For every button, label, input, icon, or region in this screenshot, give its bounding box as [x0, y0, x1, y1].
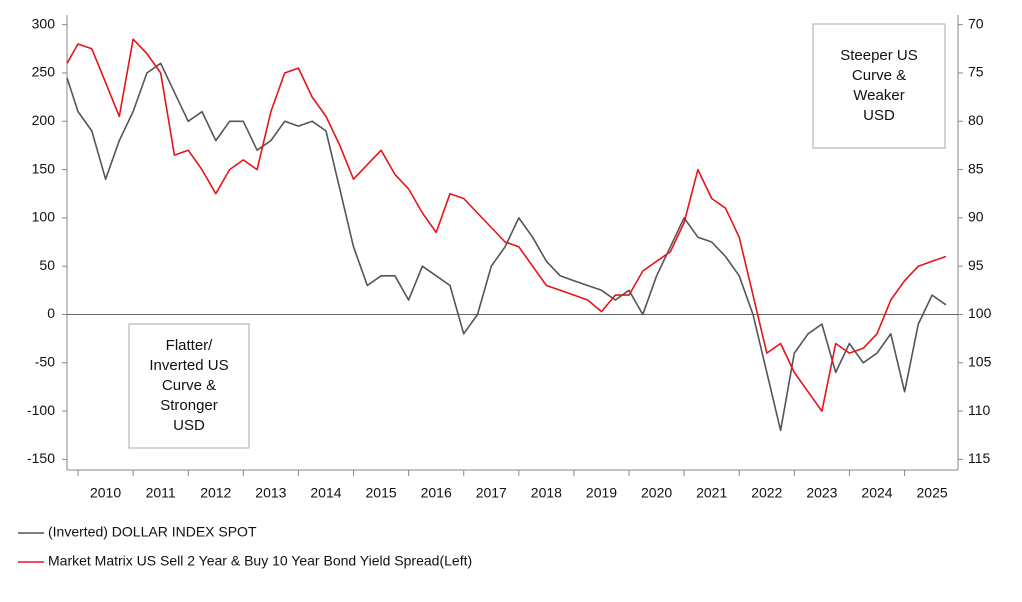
y2-tick-label: 115 [968, 450, 991, 466]
y-tick-label: 150 [32, 160, 56, 176]
x-tick-label: 2013 [255, 485, 286, 501]
y2-tick-label: 90 [968, 209, 984, 225]
annotation-text: Flatter/ [166, 337, 214, 354]
legend-label: (Inverted) DOLLAR INDEX SPOT [48, 524, 257, 540]
y2-tick-label: 80 [968, 112, 984, 128]
y2-tick-label: 110 [968, 402, 991, 418]
y2-tick-label: 95 [968, 257, 984, 273]
x-tick-label: 2018 [531, 485, 562, 501]
series-line [66, 38, 947, 412]
x-tick-label: 2024 [861, 485, 892, 501]
annotation-text: Steeper US [840, 47, 918, 64]
annotation-text: Weaker [853, 87, 904, 104]
y-tick-label: -100 [27, 402, 55, 418]
y-tick-label: 250 [32, 64, 56, 80]
annotation-box [812, 23, 946, 149]
y2-tick-label: 100 [968, 305, 992, 321]
annotation-text: Curve & [162, 377, 216, 394]
x-tick-label: 2022 [751, 485, 782, 501]
annotation-text: USD [863, 107, 895, 124]
y2-tick-label: 75 [968, 64, 984, 80]
x-tick-label: 2019 [586, 485, 617, 501]
annotation-text: USD [173, 417, 205, 434]
y2-tick-label: 70 [968, 15, 984, 31]
annotation-text: Inverted US [149, 357, 228, 374]
y-tick-label: 50 [39, 257, 55, 273]
y-tick-label: 200 [32, 112, 56, 128]
x-tick-label: 2015 [366, 485, 397, 501]
y-tick-label: 300 [32, 15, 56, 31]
legend-label: Market Matrix US Sell 2 Year & Buy 10 Ye… [48, 553, 472, 569]
x-tick-label: 2020 [641, 485, 672, 501]
annotation-text: Curve & [852, 67, 906, 84]
y2-tick-label: 85 [968, 160, 984, 176]
x-tick-label: 2014 [310, 485, 341, 501]
y-tick-label: 100 [32, 209, 56, 225]
x-tick-label: 2017 [476, 485, 507, 501]
x-tick-label: 2016 [421, 485, 452, 501]
x-tick-label: 2021 [696, 485, 727, 501]
x-tick-label: 2023 [806, 485, 837, 501]
x-tick-label: 2012 [200, 485, 231, 501]
series-line [66, 62, 947, 432]
y2-tick-label: 105 [968, 353, 992, 369]
y-tick-label: -50 [35, 353, 55, 369]
annotation-text: Stronger [160, 397, 218, 414]
x-tick-label: 2011 [146, 485, 176, 501]
annotation-box [128, 323, 250, 449]
x-tick-label: 2025 [917, 485, 948, 501]
x-tick-label: 2010 [90, 485, 121, 501]
y-tick-label: 0 [47, 305, 55, 321]
y-tick-label: -150 [27, 450, 55, 466]
